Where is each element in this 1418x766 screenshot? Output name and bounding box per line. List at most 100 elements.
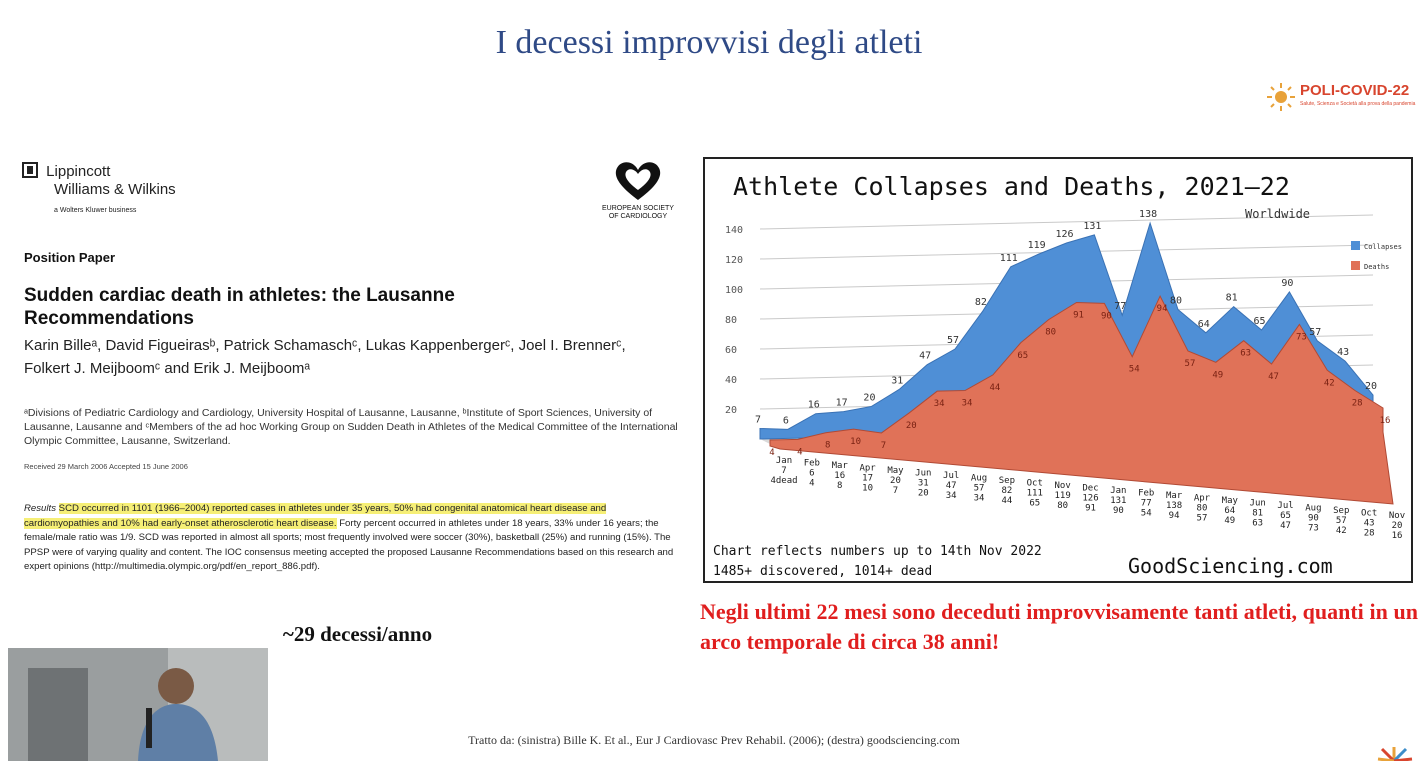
paper-title: Sudden cardiac death in athletes: the La…	[24, 285, 455, 329]
x-tick-label: Apr	[1194, 494, 1211, 504]
chart-brand: GoodSciencing.com	[1128, 554, 1333, 578]
sunburst-icon	[1377, 747, 1413, 763]
x-deaths-value: 34	[974, 494, 985, 504]
deaths-data-label: 49	[1212, 370, 1223, 380]
paper-type: Position Paper	[24, 250, 116, 265]
logo-name: POLI-COVID-22	[1300, 82, 1410, 99]
collapses-data-label: 126	[1055, 229, 1073, 240]
series-deaths-area	[769, 294, 1394, 505]
x-tick-label: Nov	[1389, 511, 1405, 521]
x-deaths-value: 7	[893, 486, 898, 496]
esc-name: EUROPEAN SOCIETY OF CARDIOLOGY	[602, 205, 674, 220]
x-collapses-value: 81	[1252, 509, 1263, 519]
deaths-data-label: 57	[1185, 359, 1196, 369]
results-label: Results	[24, 503, 56, 514]
sun-icon	[1267, 83, 1295, 111]
x-collapses-value: 57	[974, 484, 985, 494]
publisher-name-1: Lippincott	[46, 163, 111, 180]
collapses-data-label: 64	[1198, 319, 1210, 330]
legend-label-deaths: Deaths	[1364, 263, 1389, 271]
collapses-data-label: 80	[1170, 295, 1182, 306]
collapses-data-label: 138	[1139, 209, 1157, 220]
x-tick-label: Jan	[1110, 486, 1126, 496]
collapses-data-label: 82	[975, 297, 987, 308]
collapses-data-label: 17	[836, 398, 848, 409]
x-deaths-value: 90	[1113, 506, 1124, 516]
x-collapses-value: 138	[1166, 501, 1182, 511]
x-collapses-value: 82	[1001, 486, 1012, 496]
collapses-data-label: 6	[783, 415, 789, 426]
deaths-data-label: 47	[1268, 372, 1279, 382]
collapses-data-label: 43	[1337, 347, 1349, 358]
publisher-name-2: Williams & Wilkins	[54, 181, 176, 198]
gridline	[759, 214, 1374, 230]
collapses-data-label: 31	[891, 375, 903, 386]
collapses-data-label: 20	[1365, 381, 1377, 392]
x-deaths-value: 73	[1308, 524, 1319, 534]
collapses-data-label: 111	[1000, 253, 1018, 264]
x-deaths-value: 57	[1197, 514, 1208, 524]
x-tick-label: Oct	[1027, 479, 1043, 489]
y-tick-label: 20	[725, 405, 737, 416]
x-collapses-value: 65	[1280, 511, 1291, 521]
x-deaths-value: 10	[862, 484, 873, 494]
collapses-data-label: 65	[1254, 316, 1266, 327]
x-tick-label: Apr	[859, 464, 876, 474]
paper-affiliations: ᵃDivisions of Pediatric Cardiology and C…	[24, 407, 678, 447]
collapses-data-label: 77	[1114, 301, 1126, 312]
deaths-data-label: 8	[825, 441, 830, 451]
x-collapses-value: 17	[862, 474, 873, 484]
paper-received: Received 29 March 2006 Accepted 15 June …	[24, 462, 188, 471]
x-deaths-value: 16	[1392, 531, 1403, 541]
deaths-data-label: 54	[1129, 365, 1140, 375]
collapses-data-label: 81	[1226, 293, 1238, 304]
deaths-data-label: 16	[1380, 416, 1391, 426]
x-collapses-value: 57	[1336, 516, 1347, 526]
x-collapses-value: 20	[1392, 521, 1403, 531]
collapses-data-label: 90	[1281, 278, 1293, 289]
y-tick-label: 140	[725, 225, 743, 236]
deaths-data-label: 80	[1045, 328, 1056, 338]
x-collapses-value: 90	[1308, 514, 1319, 524]
legend-swatch-collapses	[1351, 241, 1360, 250]
deaths-per-year: ~29 decessi/anno	[282, 622, 433, 646]
heart-icon	[615, 162, 661, 200]
x-collapses-value: 20	[890, 476, 901, 486]
deaths-data-label: 91	[1073, 311, 1084, 321]
x-collapses-value: 64	[1224, 506, 1235, 516]
x-collapses-value: 43	[1364, 519, 1375, 529]
x-deaths-value: 8	[837, 481, 842, 491]
x-deaths-value: 20	[918, 489, 929, 499]
x-tick-label: Oct	[1361, 509, 1377, 519]
collapses-data-label: 47	[919, 351, 931, 362]
publisher-icon	[22, 162, 38, 178]
x-tick-label: Jul	[1277, 501, 1293, 511]
x-deaths-value: 28	[1364, 529, 1375, 539]
x-deaths-value: 49	[1224, 516, 1235, 526]
collapses-data-label: 57	[1309, 327, 1321, 338]
chart-title: Athlete Collapses and Deaths, 2021—22	[733, 172, 1290, 201]
x-tick-label: Dec	[1082, 484, 1098, 494]
x-tick-label: Jun	[1250, 499, 1266, 509]
poli-covid-logo: POLI-COVID-22 Salute, Scienza e Società …	[1266, 82, 1418, 112]
collapses-data-label: 119	[1028, 240, 1046, 251]
x-deaths-value: 34	[946, 491, 957, 501]
deaths-data-label: 28	[1352, 399, 1363, 409]
x-collapses-value: 131	[1110, 496, 1126, 506]
paper-results: Results SCD occurred in 1101 (1966–2004)…	[24, 502, 684, 575]
deaths-data-label: 34	[962, 399, 973, 409]
y-tick-label: 80	[725, 315, 737, 326]
x-tick-label: Mar	[832, 461, 849, 471]
x-deaths-value: 91	[1085, 504, 1096, 514]
x-tick-label: Feb	[804, 459, 820, 469]
x-deaths-value: 47	[1280, 521, 1291, 531]
x-deaths-value: 94	[1169, 511, 1180, 521]
x-tick-label: Nov	[1055, 481, 1071, 491]
collapses-data-label: 131	[1083, 221, 1101, 232]
x-tick-label: Aug	[1305, 504, 1321, 514]
conclusion-note: Negli ultimi 22 mesi sono deceduti impro…	[700, 599, 1418, 654]
logo-tagline: Salute, Scienza e Società alla prova del…	[1300, 101, 1416, 107]
deaths-data-label: 90	[1101, 311, 1112, 321]
x-deaths-value: 63	[1252, 519, 1263, 529]
x-deaths-value: 42	[1336, 526, 1347, 536]
